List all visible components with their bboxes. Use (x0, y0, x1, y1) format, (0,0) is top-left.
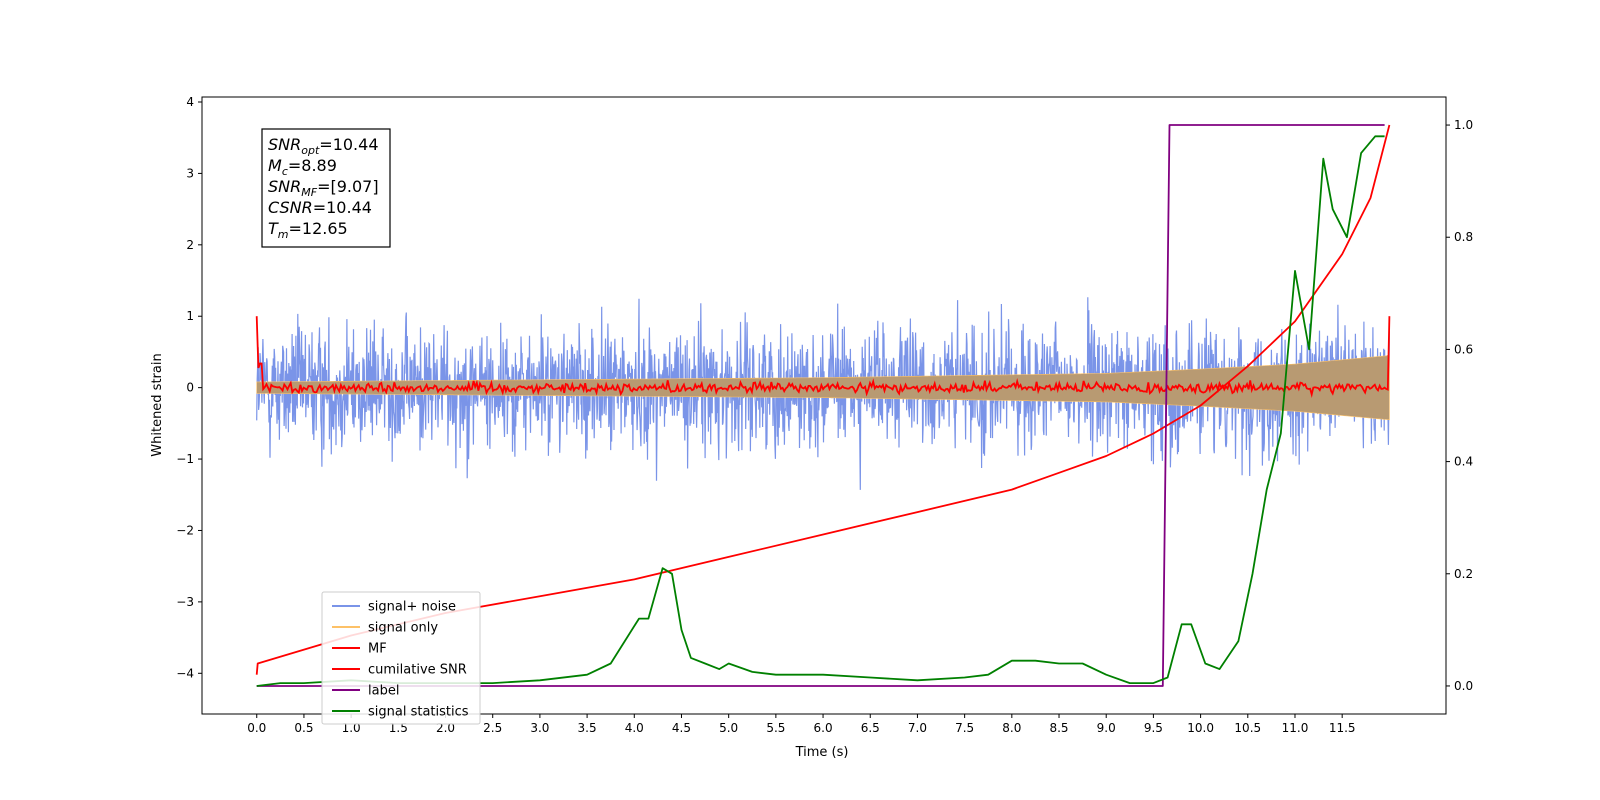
y-left-tick-label: 4 (186, 95, 194, 109)
y-right-tick-label: 0.4 (1454, 455, 1473, 469)
x-tick-label: 6.5 (861, 721, 880, 735)
annotation-mc: Mc=8.89 (268, 156, 337, 178)
legend: signal+ noise signal only MF cumilative SNR… (321, 591, 481, 725)
y-left-tick-label: 1 (186, 309, 194, 323)
x-tick-label: 4.0 (625, 721, 644, 735)
y-left-tick-label: 0 (186, 381, 194, 395)
x-tick-label: 5.0 (719, 721, 738, 735)
x-tick-label: 8.5 (1049, 721, 1068, 735)
x-tick-label: 0.5 (294, 721, 313, 735)
x-tick-label: 8.0 (1002, 721, 1021, 735)
legend-label: signal statistics (368, 705, 469, 720)
y-left-tick-label: −3 (176, 595, 194, 609)
x-tick-label: 0.0 (247, 721, 266, 735)
x-tick-label: 9.5 (1144, 721, 1163, 735)
x-axis-label: Time (s) (795, 745, 849, 760)
y-right-tick-label: 0.2 (1454, 567, 1473, 581)
y-left-tick-label: −4 (176, 666, 194, 680)
annotation-csnr: CSNR=10.44 (268, 198, 372, 217)
legend-label: cumilative SNR (368, 663, 467, 678)
legend-label: signal+ noise (368, 600, 456, 615)
x-tick-label: 9.0 (1097, 721, 1116, 735)
series-mf (255, 316, 1391, 398)
x-tick-label: 10.5 (1234, 721, 1261, 735)
y-right-tick-label: 1.0 (1454, 118, 1473, 132)
series-label (256, 124, 1385, 687)
x-tick-label: 11.0 (1282, 721, 1309, 735)
series-signal-statistics (256, 135, 1385, 687)
legend-label: MF (368, 642, 387, 657)
annotation-snr-mf: SNRMF=[9.07] (268, 177, 379, 199)
x-tick-label: 6.0 (814, 721, 833, 735)
x-tick-label: 2.5 (483, 721, 502, 735)
y-right-tick-label: 0.6 (1454, 342, 1473, 356)
y-left-tick-label: 3 (186, 166, 194, 180)
x-tick-label: 11.5 (1329, 721, 1356, 735)
y-right-tick-label: 0.8 (1454, 230, 1473, 244)
y-axis-left: 4 3 2 1 0 −1 −2 −3 −4 (176, 95, 202, 680)
series-layer (255, 124, 1391, 687)
annotation-tm: Tm=12.65 (268, 219, 348, 241)
y-right-tick-label: 0.0 (1454, 679, 1473, 693)
x-tick-label: 10.0 (1187, 721, 1214, 735)
legend-label: label (368, 684, 399, 699)
plot-frame (201, 96, 1447, 715)
annotation-snr-opt: SNRopt=10.44 (268, 135, 379, 157)
legend-label: signal only (368, 621, 438, 636)
x-tick-label: 7.5 (955, 721, 974, 735)
y-axis-label: Whitened strain (150, 353, 165, 456)
x-tick-label: 4.5 (672, 721, 691, 735)
x-tick-label: 7.0 (908, 721, 927, 735)
y-left-tick-label: −1 (176, 452, 194, 466)
annotation-box: SNRopt=10.44 Mc=8.89 SNRMF=[9.07] CSNR=1… (261, 128, 391, 248)
y-axis-right: 1.0 0.8 0.6 0.4 0.2 0.0 (1446, 118, 1473, 693)
y-left-tick-label: 2 (186, 238, 194, 252)
x-tick-label: 5.5 (766, 721, 785, 735)
x-tick-label: 3.0 (530, 721, 549, 735)
x-tick-label: 3.5 (578, 721, 597, 735)
y-left-tick-label: −2 (176, 523, 194, 537)
